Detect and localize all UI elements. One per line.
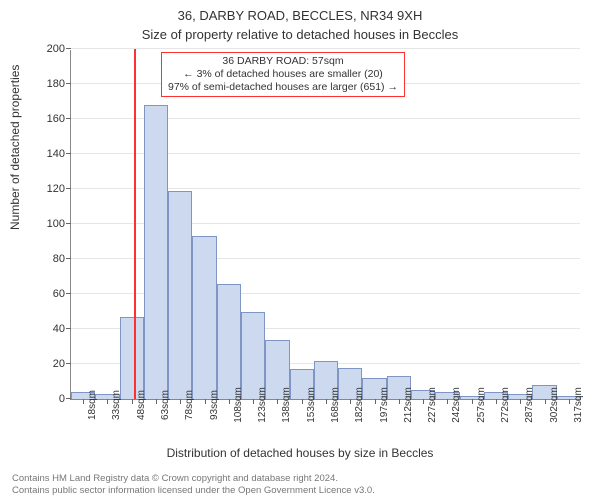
ytick-mark [66,48,71,49]
x-axis-label: Distribution of detached houses by size … [0,446,600,460]
ytick-mark [66,363,71,364]
ytick-mark [66,293,71,294]
xtick-mark [83,399,84,404]
xtick-mark [302,399,303,404]
histogram-bar [120,317,144,399]
xtick-mark [350,399,351,404]
xtick-mark [326,399,327,404]
ytick-mark [66,118,71,119]
ytick-label: 180 [47,78,65,90]
histogram-bar [168,191,192,399]
xtick-mark [496,399,497,404]
plot-area: 02040608010012014016018020018sqm33sqm48s… [70,50,580,400]
ytick-label: 80 [53,253,65,265]
xtick-mark [423,399,424,404]
ytick-label: 140 [47,148,65,160]
page-title-address: 36, DARBY ROAD, BECCLES, NR34 9XH [0,0,600,23]
ytick-label: 100 [47,218,65,230]
ytick-mark [66,188,71,189]
ytick-label: 20 [53,358,65,370]
ytick-label: 200 [47,43,65,55]
gridline [71,48,580,49]
xtick-mark [472,399,473,404]
xtick-label: 272sqm [500,387,511,423]
ytick-mark [66,258,71,259]
ytick-label: 120 [47,183,65,195]
ytick-label: 160 [47,113,65,125]
ytick-mark [66,328,71,329]
ytick-label: 0 [59,393,65,405]
histogram-chart: 02040608010012014016018020018sqm33sqm48s… [50,50,580,420]
xtick-mark [180,399,181,404]
xtick-mark [545,399,546,404]
property-marker-line [134,49,136,399]
xtick-mark [253,399,254,404]
ytick-label: 40 [53,323,65,335]
ytick-mark [66,223,71,224]
page-title-subtitle: Size of property relative to detached ho… [0,23,600,42]
xtick-mark [447,399,448,404]
xtick-label: 242sqm [451,387,462,423]
xtick-mark [107,399,108,404]
histogram-bar [217,284,241,400]
xtick-mark [399,399,400,404]
annotation-line: 36 DARBY ROAD: 57sqm [168,55,398,68]
histogram-bar [192,236,216,399]
xtick-label: 302sqm [549,387,560,423]
xtick-mark [132,399,133,404]
xtick-mark [375,399,376,404]
annotation-line: ← 3% of detached houses are smaller (20) [168,68,398,81]
annotation-line: 97% of semi-detached houses are larger (… [168,81,398,94]
ytick-mark [66,83,71,84]
xtick-mark [520,399,521,404]
xtick-mark [229,399,230,404]
xtick-mark [205,399,206,404]
histogram-bar [241,312,265,400]
xtick-label: 317sqm [573,387,584,423]
xtick-mark [156,399,157,404]
xtick-mark [569,399,570,404]
ytick-mark [66,153,71,154]
y-axis-label: Number of detached properties [8,65,22,230]
annotation-box: 36 DARBY ROAD: 57sqm← 3% of detached hou… [161,52,405,97]
histogram-bar [144,105,168,399]
xtick-mark [277,399,278,404]
credits-line1: Contains HM Land Registry data © Crown c… [12,473,375,484]
credits-text: Contains HM Land Registry data © Crown c… [12,473,375,496]
ytick-label: 60 [53,288,65,300]
credits-line2: Contains public sector information licen… [12,485,375,496]
